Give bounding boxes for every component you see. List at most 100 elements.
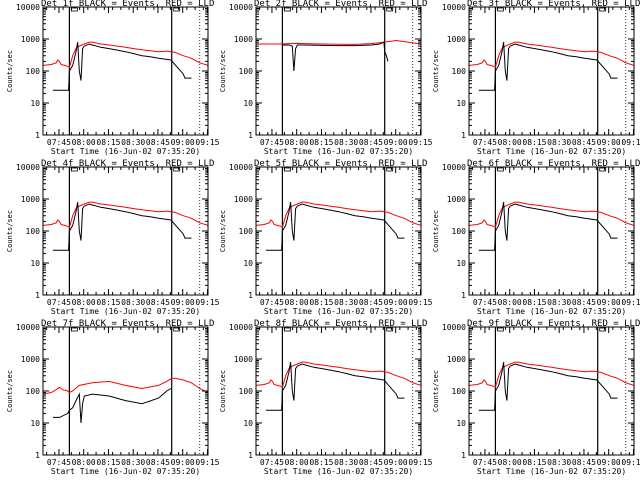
x-tick-label: 08:45 xyxy=(572,458,596,467)
series-events-line xyxy=(52,388,172,424)
x-axis-label: Start Time (16-Jun-02 07:35:20) xyxy=(51,307,200,316)
panel-det-9f: Det 9f BLACK = Events, RED = LLD 1 10 100 10… xyxy=(432,319,640,476)
x-tick-label: 08:30 xyxy=(121,138,145,147)
y-axis-label: Counts/sec xyxy=(6,210,14,252)
x-tick-label: 09:00 xyxy=(597,458,621,467)
x-tick-label: 08:15 xyxy=(309,298,333,307)
y-tick-label: 1000 xyxy=(21,195,40,204)
marker-flag xyxy=(386,7,394,12)
y-tick-label: 100 xyxy=(239,67,254,76)
y-tick-label: 10000 xyxy=(16,163,40,172)
x-tick-label: 08:00 xyxy=(72,298,96,307)
x-tick-label: 09:00 xyxy=(171,138,195,147)
panel-det-3f: Det 3f BLACK = Events, RED = LLD 1 10 100 10… xyxy=(432,0,640,156)
y-tick-label: 10 xyxy=(456,259,466,268)
y-tick-label: 1000 xyxy=(21,355,40,364)
series-lld-line xyxy=(256,39,421,45)
x-tick-label: 09:15 xyxy=(195,138,219,147)
panel-det-7f: Det 7f BLACK = Events, RED = LLD 1 10 100 10… xyxy=(6,319,220,476)
x-axis-label: Start Time (16-Jun-02 07:35:20) xyxy=(477,147,626,156)
x-tick-label: 08:15 xyxy=(522,298,546,307)
x-tick-label: 09:00 xyxy=(597,298,621,307)
marker-flag xyxy=(173,327,181,332)
series-events-line xyxy=(282,41,389,72)
x-tick-label: 08:15 xyxy=(96,138,120,147)
x-tick-label: 08:45 xyxy=(572,298,596,307)
x-tick-label: 09:15 xyxy=(195,458,219,467)
y-tick-label: 10000 xyxy=(229,163,253,172)
marker-flag xyxy=(173,167,181,172)
y-tick-label: 10 xyxy=(456,99,466,108)
series-events-line xyxy=(265,362,405,411)
y-tick-label: 10000 xyxy=(229,3,253,12)
y-axis-label: Counts/sec xyxy=(6,370,14,412)
x-tick-label: 08:45 xyxy=(359,298,383,307)
plot-frame xyxy=(42,6,209,136)
x-tick-label: 08:15 xyxy=(96,298,120,307)
x-tick-label: 08:30 xyxy=(547,138,571,147)
y-tick-label: 1 xyxy=(461,131,466,140)
panel-title: Det 3f BLACK = Events, RED = LLD xyxy=(467,0,640,9)
y-axis-label: Counts/sec xyxy=(432,370,440,412)
y-axis-label: Counts/sec xyxy=(6,50,14,92)
panel-title: Det 8f BLACK = Events, RED = LLD xyxy=(254,319,427,329)
y-tick-label: 10 xyxy=(243,419,253,428)
x-tick-label: 08:15 xyxy=(96,458,120,467)
panel-title: Det 1f BLACK = Events, RED = LLD xyxy=(41,0,214,9)
x-tick-label: 09:00 xyxy=(384,298,408,307)
y-tick-label: 10000 xyxy=(442,323,466,332)
panel-det-2f: Det 2f BLACK = Events, RED = LLD 1 10 100 10… xyxy=(219,0,433,156)
y-tick-label: 1 xyxy=(248,291,253,300)
x-tick-label: 08:30 xyxy=(121,298,145,307)
x-tick-label: 08:00 xyxy=(498,138,522,147)
plot-frame xyxy=(255,6,422,136)
x-tick-label: 09:15 xyxy=(621,298,640,307)
y-tick-label: 10 xyxy=(30,99,40,108)
x-axis-label: Start Time (16-Jun-02 07:35:20) xyxy=(477,467,626,476)
y-tick-label: 1000 xyxy=(234,355,253,364)
panel-title: Det 6f BLACK = Events, RED = LLD xyxy=(467,159,640,169)
marker-flag xyxy=(386,167,394,172)
series-lld-line xyxy=(469,41,634,69)
x-axis-label: Start Time (16-Jun-02 07:35:20) xyxy=(264,467,413,476)
y-tick-label: 10 xyxy=(456,419,466,428)
x-tick-label: 08:15 xyxy=(522,138,546,147)
y-tick-label: 10000 xyxy=(442,3,466,12)
y-tick-label: 10000 xyxy=(16,3,40,12)
y-tick-label: 100 xyxy=(239,227,254,236)
y-tick-label: 1000 xyxy=(447,355,466,364)
series-lld-line xyxy=(43,201,208,229)
marker-flag xyxy=(173,7,181,12)
y-tick-label: 10000 xyxy=(16,323,40,332)
x-tick-label: 08:15 xyxy=(309,458,333,467)
x-tick-label: 07:45 xyxy=(260,458,284,467)
y-axis-label: Counts/sec xyxy=(432,50,440,92)
series-events-line xyxy=(265,202,405,251)
y-tick-label: 100 xyxy=(452,227,467,236)
x-tick-label: 07:45 xyxy=(473,298,497,307)
y-tick-label: 1000 xyxy=(447,35,466,44)
series-events-line xyxy=(52,202,192,251)
x-tick-label: 08:15 xyxy=(309,138,333,147)
y-tick-label: 10 xyxy=(243,99,253,108)
y-tick-label: 1 xyxy=(461,291,466,300)
x-tick-label: 09:00 xyxy=(384,138,408,147)
y-tick-label: 1000 xyxy=(234,35,253,44)
x-tick-label: 07:45 xyxy=(260,298,284,307)
plot-frame xyxy=(468,6,635,136)
x-tick-label: 08:00 xyxy=(285,298,309,307)
y-tick-label: 100 xyxy=(452,67,467,76)
x-tick-label: 07:45 xyxy=(473,458,497,467)
panel-title: Det 4f BLACK = Events, RED = LLD xyxy=(41,159,214,169)
x-tick-label: 07:45 xyxy=(47,458,71,467)
y-tick-label: 10000 xyxy=(442,163,466,172)
y-tick-label: 1000 xyxy=(234,195,253,204)
y-tick-label: 1 xyxy=(461,451,466,460)
x-axis-label: Start Time (16-Jun-02 07:35:20) xyxy=(51,147,200,156)
series-lld-line xyxy=(43,41,208,69)
marker-flag xyxy=(599,167,607,172)
series-lld-line xyxy=(256,361,421,389)
panel-det-4f: Det 4f BLACK = Events, RED = LLD 1 10 100 10… xyxy=(6,159,220,316)
x-tick-label: 09:15 xyxy=(408,458,432,467)
